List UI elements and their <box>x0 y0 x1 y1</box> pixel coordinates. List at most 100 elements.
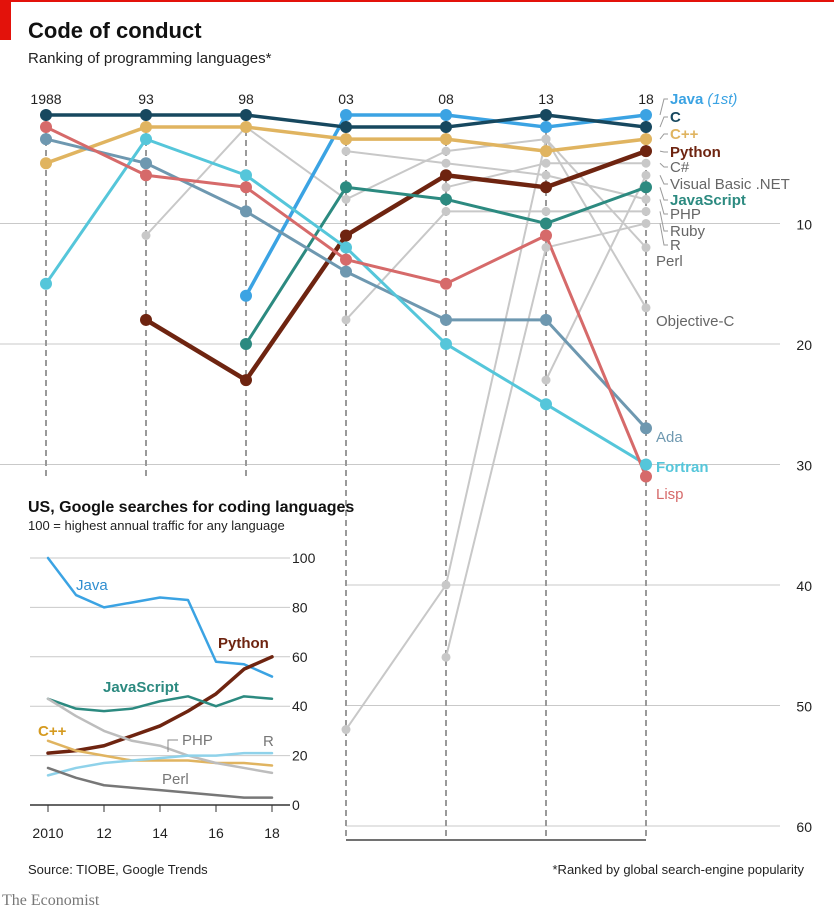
data-point-fortran <box>340 241 352 254</box>
page-title: Code of conduct <box>28 18 202 43</box>
source-note: Source: TIOBE, Google Trends <box>28 862 208 877</box>
series-label-ada: Ada <box>656 429 683 446</box>
y-tick-label: 10 <box>796 216 812 232</box>
data-point-fortran <box>140 133 152 146</box>
inset-line-perl <box>46 766 274 799</box>
data-point-c <box>140 109 152 121</box>
inset-panel <box>0 488 335 850</box>
label-leader <box>659 98 668 116</box>
data-point-javascript <box>340 181 352 194</box>
data-point-lisp <box>40 121 52 134</box>
x-tick-label: 08 <box>438 91 454 107</box>
inset-label-perl: Perl <box>162 771 189 788</box>
inset-x-tick: 16 <box>208 825 224 841</box>
y-tick-label: 20 <box>796 337 812 353</box>
data-point-c <box>340 121 352 134</box>
data-point-lisp <box>240 181 252 194</box>
label-leader <box>659 116 668 128</box>
series-label-python: Python <box>670 144 721 161</box>
label-leader <box>659 162 668 168</box>
data-point-visual-basic-net <box>641 170 651 180</box>
x-tick-label: 93 <box>138 91 154 107</box>
y-tick-label: 30 <box>796 457 812 473</box>
data-point-java <box>540 121 552 134</box>
php-leader <box>167 739 178 752</box>
inset-y-tick: 0 <box>292 797 300 813</box>
top-rule <box>0 0 834 2</box>
inset-x-tick: 2010 <box>32 825 63 841</box>
x-tick-label: 18 <box>638 91 654 107</box>
data-point-python <box>340 229 352 242</box>
data-point-c <box>40 157 52 170</box>
data-point-objective-c <box>641 303 651 313</box>
inset-subtitle: 100 = highest annual traffic for any lan… <box>28 518 285 533</box>
data-point-fortran <box>40 277 52 290</box>
data-point-visual-basic-net <box>541 375 551 385</box>
data-point-ada <box>340 265 352 278</box>
data-point-lisp <box>540 229 552 242</box>
inset-label-javascript: JavaScript <box>103 679 179 696</box>
data-point-c <box>540 145 552 158</box>
series-label-c: C <box>670 109 681 126</box>
inset-y-tick: 100 <box>292 550 316 566</box>
data-point-r <box>441 652 451 662</box>
series-line-php <box>345 150 647 201</box>
label-leader <box>659 175 668 185</box>
data-point-r <box>541 243 551 253</box>
data-point-c <box>340 133 352 146</box>
y-tick-label: 40 <box>796 578 812 594</box>
data-point-python <box>140 313 152 326</box>
data-point-fortran <box>440 337 452 350</box>
inset-line-php <box>46 697 274 775</box>
inset-label-java: Java <box>76 577 108 594</box>
data-point-ruby <box>641 206 651 216</box>
inset-line-c <box>46 739 274 767</box>
economist-logo: The Economist <box>2 892 100 909</box>
inset-line-r <box>46 751 274 777</box>
data-point-fortran <box>240 169 252 182</box>
inset-line-python <box>46 655 274 755</box>
inset-y-tick: 80 <box>292 599 308 615</box>
series-line-python <box>143 148 649 383</box>
data-point-lisp <box>340 253 352 266</box>
data-point-lisp <box>440 277 452 290</box>
data-point-python <box>540 181 552 194</box>
inset-x-tick: 18 <box>264 825 280 841</box>
data-point-objective-c <box>441 580 451 590</box>
data-point-c <box>540 109 552 121</box>
series-label-lisp: Lisp <box>656 486 684 503</box>
series-line-objective-c <box>345 138 647 731</box>
data-point-c <box>440 121 452 134</box>
data-point-objective-c <box>541 134 551 144</box>
data-point-r <box>641 218 651 228</box>
series-label-java: Java (1st) <box>670 91 737 108</box>
series-line-perl <box>145 126 647 249</box>
inset-label-r: R <box>263 733 274 750</box>
brand-tag <box>0 0 11 40</box>
data-point-ada <box>40 133 52 146</box>
series-label-fortran: Fortran <box>656 459 709 476</box>
label-leader <box>659 187 668 201</box>
java-rank-note: (1st) <box>707 91 737 108</box>
data-point-c <box>440 133 452 146</box>
data-point-ada <box>640 422 652 435</box>
data-point-php <box>541 170 551 180</box>
inset-line-javascript <box>46 695 274 713</box>
data-point-python <box>640 145 652 158</box>
series-label-c: C# <box>670 159 690 176</box>
inset-label-c: C++ <box>38 723 67 740</box>
page-subtitle: Ranking of programming languages* <box>28 50 272 67</box>
label-leader <box>659 211 668 232</box>
data-point-java <box>640 109 652 121</box>
label-leader <box>659 223 668 246</box>
data-point-fortran <box>640 458 652 471</box>
series-label-objective-c: Objective-C <box>656 313 735 330</box>
data-point-ada <box>440 313 452 326</box>
data-point-java <box>240 289 252 302</box>
x-tick-label: 1988 <box>30 91 61 107</box>
y-tick-label: 50 <box>796 698 812 714</box>
data-point-ada <box>240 205 252 218</box>
data-point-php <box>341 146 351 156</box>
data-point-c <box>640 121 652 134</box>
x-tick-label: 03 <box>338 91 354 107</box>
